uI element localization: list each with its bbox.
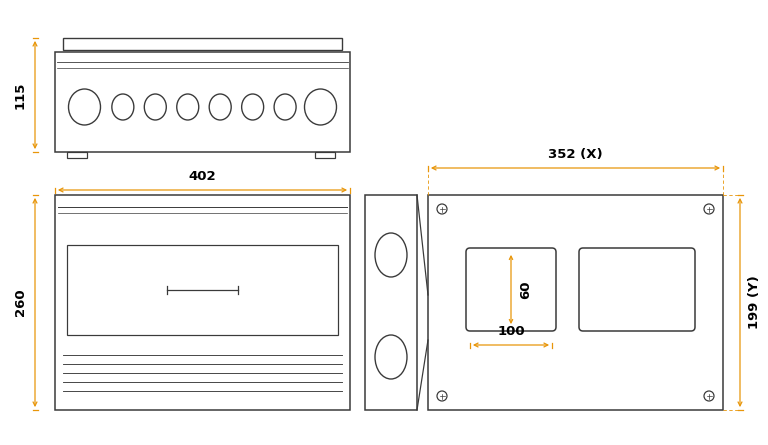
Text: 199 (Y): 199 (Y): [748, 275, 761, 329]
Bar: [365, 195, 417, 410]
Text: 100: 100: [497, 325, 525, 338]
Bar: [63, 38, 342, 50]
Bar: [55, 195, 350, 410]
Text: 352 (X): 352 (X): [548, 148, 603, 161]
Bar: [67, 245, 338, 335]
Bar: [55, 52, 350, 152]
Text: 60: 60: [519, 280, 532, 299]
Text: 260: 260: [14, 289, 27, 316]
Bar: [67, 152, 87, 158]
Bar: [428, 195, 723, 410]
Text: 115: 115: [14, 81, 27, 109]
Text: 402: 402: [189, 170, 217, 183]
Bar: [315, 152, 335, 158]
